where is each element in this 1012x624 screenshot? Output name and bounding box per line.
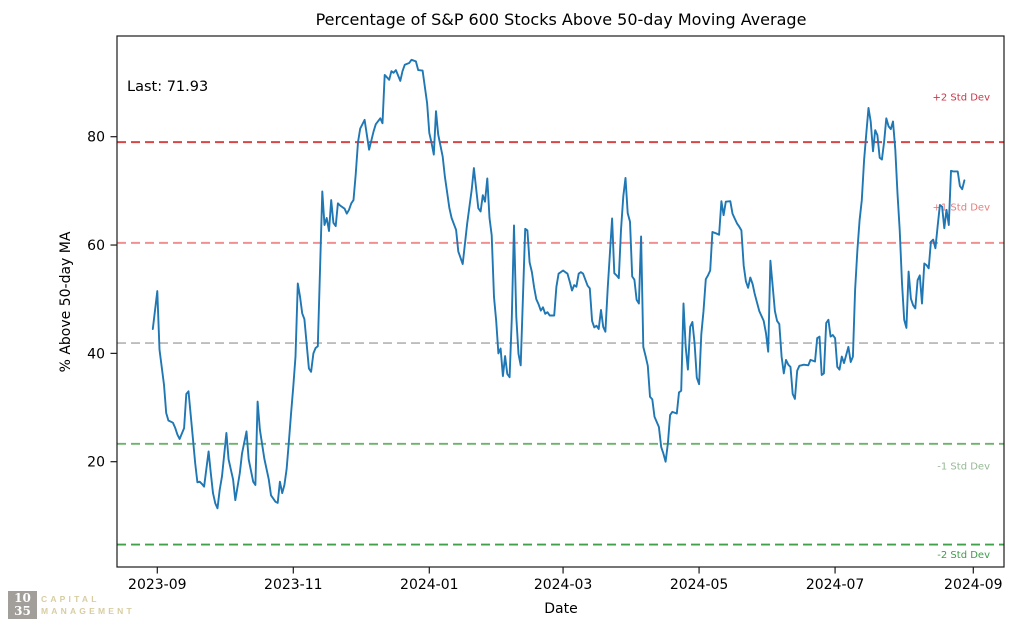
x-tick-label: 2024-09 [944,577,1003,593]
y-tick-label: 80 [87,130,105,146]
x-tick-label: 2023-09 [128,577,187,593]
y-tick-label: 40 [87,346,105,362]
logo-word-capital: CAPITAL [41,594,100,604]
logo-1035-badge: 10 35 [8,591,37,619]
x-tick-label: 2023-11 [264,577,323,593]
last-value-annotation: Last: 71.93 [127,79,208,95]
x-axis-title: Date [544,601,577,617]
y-tick-label: 60 [87,238,105,254]
ref-line-label-3: -1 Std Dev [937,462,990,473]
logo-badge-top: 10 [14,591,31,605]
ref-line-label-1: +1 Std Dev [933,203,991,214]
y-tick-label: 20 [87,455,105,471]
x-tick-label: 2024-01 [400,577,459,593]
logo-badge-bottom: 35 [14,604,31,618]
y-axis: 20 40 60 80 [87,130,117,471]
ref-line-label-0: +2 Std Dev [933,93,991,104]
x-tick-label: 2024-05 [670,577,729,593]
chart-title: Percentage of S&P 600 Stocks Above 50-da… [316,10,807,29]
logo-wordmark: CAPITAL MANAGEMENT [41,591,135,617]
breadth-line [151,58,966,510]
x-axis: 2023-09 2023-11 2024-01 2024-03 2024-05 2024-… [128,567,1003,593]
y-axis-title: % Above 50-day MA [58,231,74,372]
ref-line-label-4: -2 Std Dev [937,550,990,561]
capital-management-logo: 10 35 CAPITAL MANAGEMENT [8,591,135,619]
logo-word-management: MANAGEMENT [41,606,135,616]
x-tick-label: 2024-07 [806,577,865,593]
breadth-line-series [151,58,966,510]
plot-border [116,35,1005,568]
std-dev-reference-lines: +2 Std Dev +1 Std Dev -1 Std Dev -2 Std Dev [117,93,1004,561]
x-tick-label: 2024-03 [534,577,593,593]
